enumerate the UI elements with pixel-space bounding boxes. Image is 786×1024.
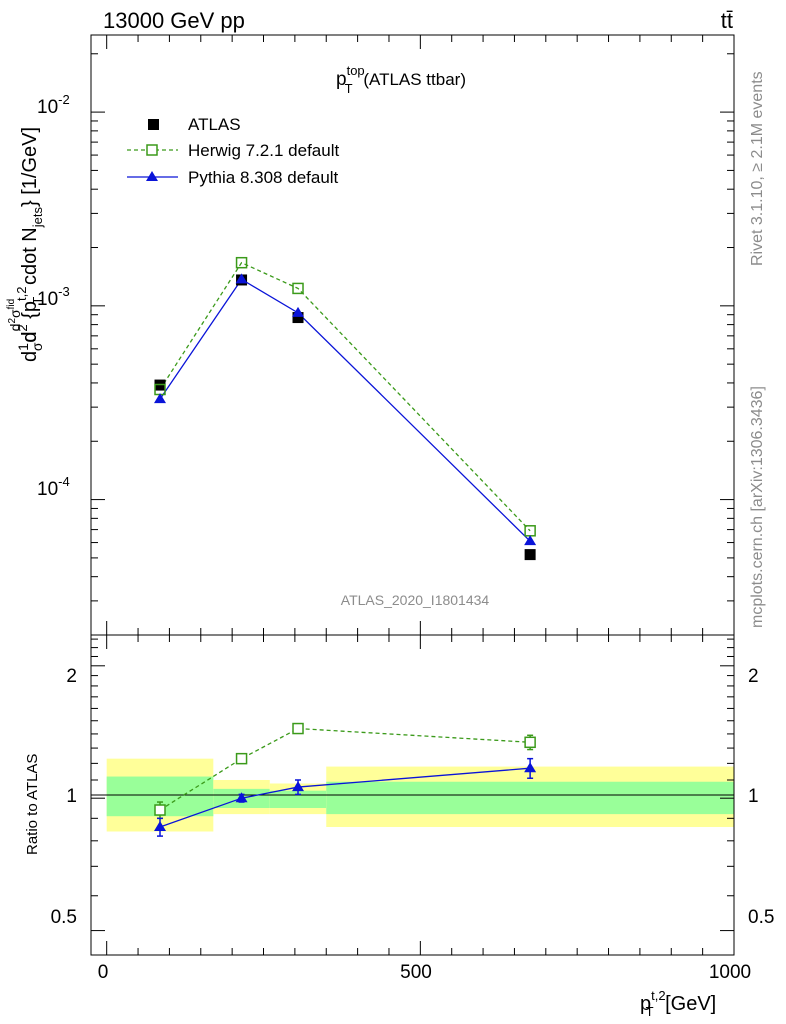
x-axis-label: pt,2 T [GeV] xyxy=(640,988,716,1019)
ratio-band-inner xyxy=(326,781,734,815)
ratio-herwig-point xyxy=(154,804,166,816)
pythia-line xyxy=(159,278,531,542)
ratio-y-tick-2-right: 2 xyxy=(748,666,759,687)
ratio-y-tick-1-right: 1 xyxy=(748,786,759,807)
x-tick-label-500: 500 xyxy=(400,962,432,983)
legend-pythia-label: Pythia 8.308 default xyxy=(188,168,339,187)
y-tick-label-1e-3: 10-3 xyxy=(37,284,70,310)
plot-title: ptop T (ATLAS ttbar) xyxy=(336,63,466,96)
analysis-id-watermark: ATLAS_2020_I1801434 xyxy=(341,592,490,608)
herwig-line xyxy=(159,261,531,532)
ratio-herwig-line xyxy=(159,727,531,811)
header-process: tt̄ xyxy=(721,8,733,33)
pythia-point xyxy=(235,273,248,284)
ratio-plot-frame xyxy=(90,634,735,956)
legend-atlas-marker xyxy=(148,119,159,130)
atlas-point xyxy=(292,312,304,324)
rivet-version-label: Rivet 3.1.10, ≥ 2.1M events xyxy=(749,71,766,266)
ratio-pythia-point xyxy=(235,792,248,803)
y-tick-label-1e-2: 10-2 xyxy=(37,92,70,118)
ratio-herwig-point xyxy=(235,752,248,765)
ratio-y-tick-0.5-right: 0.5 xyxy=(748,907,774,928)
legend-atlas-label: ATLAS xyxy=(188,115,241,134)
x-tick-label-0: 0 xyxy=(98,962,109,983)
legend: ATLAS Herwig 7.2.1 default Pythia 8.308 … xyxy=(127,115,339,187)
header-energy: 13000 GeV pp xyxy=(103,8,245,33)
y-tick-label-1e-4: 10-4 xyxy=(37,474,70,500)
plot-title-sup: top xyxy=(347,63,365,78)
main-plot-ticks xyxy=(91,35,735,636)
ratio-pythia-point xyxy=(524,762,537,773)
ratio-pythia-line xyxy=(159,767,531,828)
plot-title-main: p xyxy=(336,69,347,90)
pythia-point xyxy=(524,535,537,546)
ratio-data-layer xyxy=(154,722,537,837)
legend-pythia-marker xyxy=(146,171,158,181)
ratio-herwig-point xyxy=(292,722,304,735)
ratio-y-tick-2-left: 2 xyxy=(66,666,77,687)
ratio-y-tick-0.5-left: 0.5 xyxy=(51,907,77,928)
ratio-y-tick-1-left: 1 xyxy=(66,786,77,807)
plot-title-sub: T xyxy=(345,81,353,96)
herwig-point xyxy=(292,282,304,295)
x-tick-label-1000: 1000 xyxy=(709,962,751,983)
atlas-point xyxy=(524,549,536,561)
mcplots-label: mcplots.cern.ch [arXiv:1306.3436] xyxy=(749,386,766,628)
legend-herwig-label: Herwig 7.2.1 default xyxy=(188,141,339,160)
ratio-pythia-point xyxy=(292,781,305,792)
legend-herwig-marker xyxy=(146,144,158,156)
main-data-layer xyxy=(154,256,537,561)
ratio-pythia-point xyxy=(154,821,167,832)
pythia-point xyxy=(154,393,167,404)
main-y-axis-label: d1σdd2σfidd2 {pt,2T cdot Njets} [1/GeV] xyxy=(6,127,45,362)
ratio-herwig-point xyxy=(524,736,536,749)
ratio-plot-ticks xyxy=(91,635,735,955)
ratio-uncertainty-bands xyxy=(106,758,734,832)
plot-title-rest: (ATLAS ttbar) xyxy=(359,70,466,89)
herwig-point xyxy=(235,256,248,269)
ratio-y-axis-label: Ratio to ATLAS xyxy=(24,754,41,855)
pythia-point xyxy=(292,306,305,317)
